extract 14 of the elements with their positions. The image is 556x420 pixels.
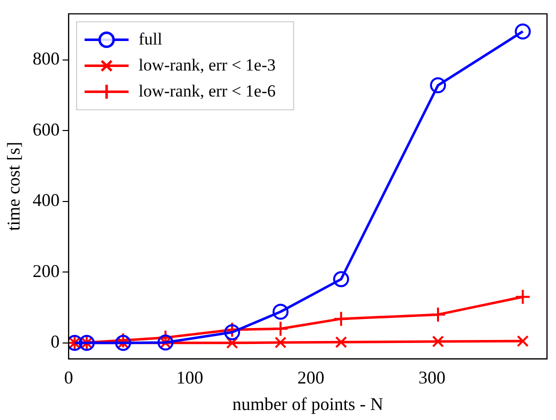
x-tick-label: 0 (64, 367, 74, 388)
y-axis-title: time cost [s] (4, 142, 24, 231)
y-tick-label: 400 (32, 190, 60, 210)
x-tick-label: 200 (297, 367, 324, 388)
legend-label: low-rank, err < 1e-6 (138, 81, 276, 100)
x-axis-title: number of points - N (232, 394, 384, 414)
x-tick-label: 300 (418, 367, 446, 388)
y-tick-label: 0 (50, 332, 60, 352)
legend-label: full (138, 29, 162, 48)
y-tick-label: 600 (32, 119, 60, 140)
y-tick-label: 800 (32, 48, 60, 69)
x-tick-label: 100 (176, 367, 204, 388)
y-tick-label: 200 (32, 260, 60, 281)
legend-label: low-rank, err < 1e-3 (138, 55, 276, 74)
